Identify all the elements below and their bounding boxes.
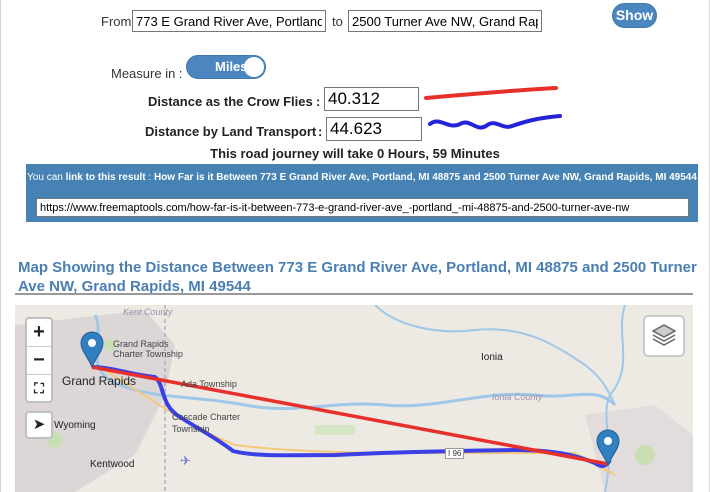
- map-label-wyoming: Wyoming: [54, 420, 96, 431]
- layers-button[interactable]: [643, 315, 685, 357]
- result-title: How Far is it Between 773 E Grand River …: [153, 172, 697, 183]
- end-marker: [596, 429, 620, 467]
- annotation-scribbles: [424, 86, 562, 130]
- map-view[interactable]: ✈ Kent County Grand Rapids Charter Towns…: [15, 305, 693, 492]
- from-label: From: [101, 14, 132, 29]
- blue-scribble: [428, 114, 562, 130]
- crow-distance-label: Distance as the Crow Flies: [148, 94, 313, 109]
- crow-line: [91, 365, 609, 466]
- result-box: You can link to this result : How Far is…: [26, 164, 698, 222]
- park: [315, 425, 355, 435]
- map-canvas: ✈: [15, 305, 693, 492]
- unit-toggle-label: Miles: [215, 59, 248, 74]
- zoom-in-button[interactable]: +: [27, 319, 51, 347]
- map-label-cascade: Cascade Charter Township: [172, 412, 241, 434]
- map-label-ionia-county: Ionia County: [492, 392, 543, 402]
- highway-i96: [104, 369, 616, 476]
- layers-icon: [651, 324, 677, 346]
- park: [635, 445, 655, 465]
- map-label-ada: Ada Township: [181, 379, 237, 389]
- land-distance-field[interactable]: [326, 117, 422, 141]
- park: [104, 339, 116, 351]
- map-label-kentwood: Kentwood: [90, 459, 135, 470]
- map-label-grand-rapids: Grand Rapids: [62, 374, 137, 388]
- from-input[interactable]: [132, 10, 326, 32]
- measure-label: Measure in :: [111, 66, 183, 81]
- result-text: You can link to this result : How Far is…: [26, 171, 698, 185]
- toggle-knob: [244, 57, 264, 77]
- start-marker: [80, 331, 104, 369]
- land-colon: :: [318, 124, 323, 139]
- result-link[interactable]: link to this result: [65, 172, 146, 183]
- result-separator: :: [148, 172, 152, 183]
- zoom-control: + − ⛶: [25, 317, 53, 403]
- fullscreen-icon[interactable]: ⛶: [34, 380, 44, 396]
- airport-icon: ✈: [180, 454, 191, 469]
- river-north: [374, 305, 616, 406]
- zoom-out-button[interactable]: −: [27, 347, 51, 375]
- you-can-text: You can: [27, 172, 63, 183]
- to-input[interactable]: [348, 10, 542, 32]
- land-distance-label: Distance by Land Transport: [145, 124, 317, 139]
- journey-time: This road journey will take 0 Hours, 59 …: [210, 146, 500, 161]
- to-label: to: [332, 14, 343, 29]
- map-title: Map Showing the Distance Between 773 E G…: [18, 259, 697, 295]
- map-label-gr-charter: Grand Rapids Charter Township: [113, 339, 183, 359]
- crow-colon: :: [316, 94, 321, 109]
- unit-toggle[interactable]: Miles: [186, 55, 266, 79]
- crow-distance-field[interactable]: [324, 87, 419, 111]
- red-scribble: [424, 86, 558, 100]
- map-label-ionia: Ionia: [481, 352, 503, 363]
- result-url-field[interactable]: [36, 198, 689, 217]
- show-button[interactable]: Show: [612, 3, 657, 28]
- map-label-i96: I 96: [445, 448, 465, 459]
- locate-icon[interactable]: ➤: [25, 411, 53, 439]
- grand-river: [93, 314, 617, 411]
- heading-rule: [15, 293, 693, 295]
- map-label-kent-county: Kent County: [123, 307, 173, 317]
